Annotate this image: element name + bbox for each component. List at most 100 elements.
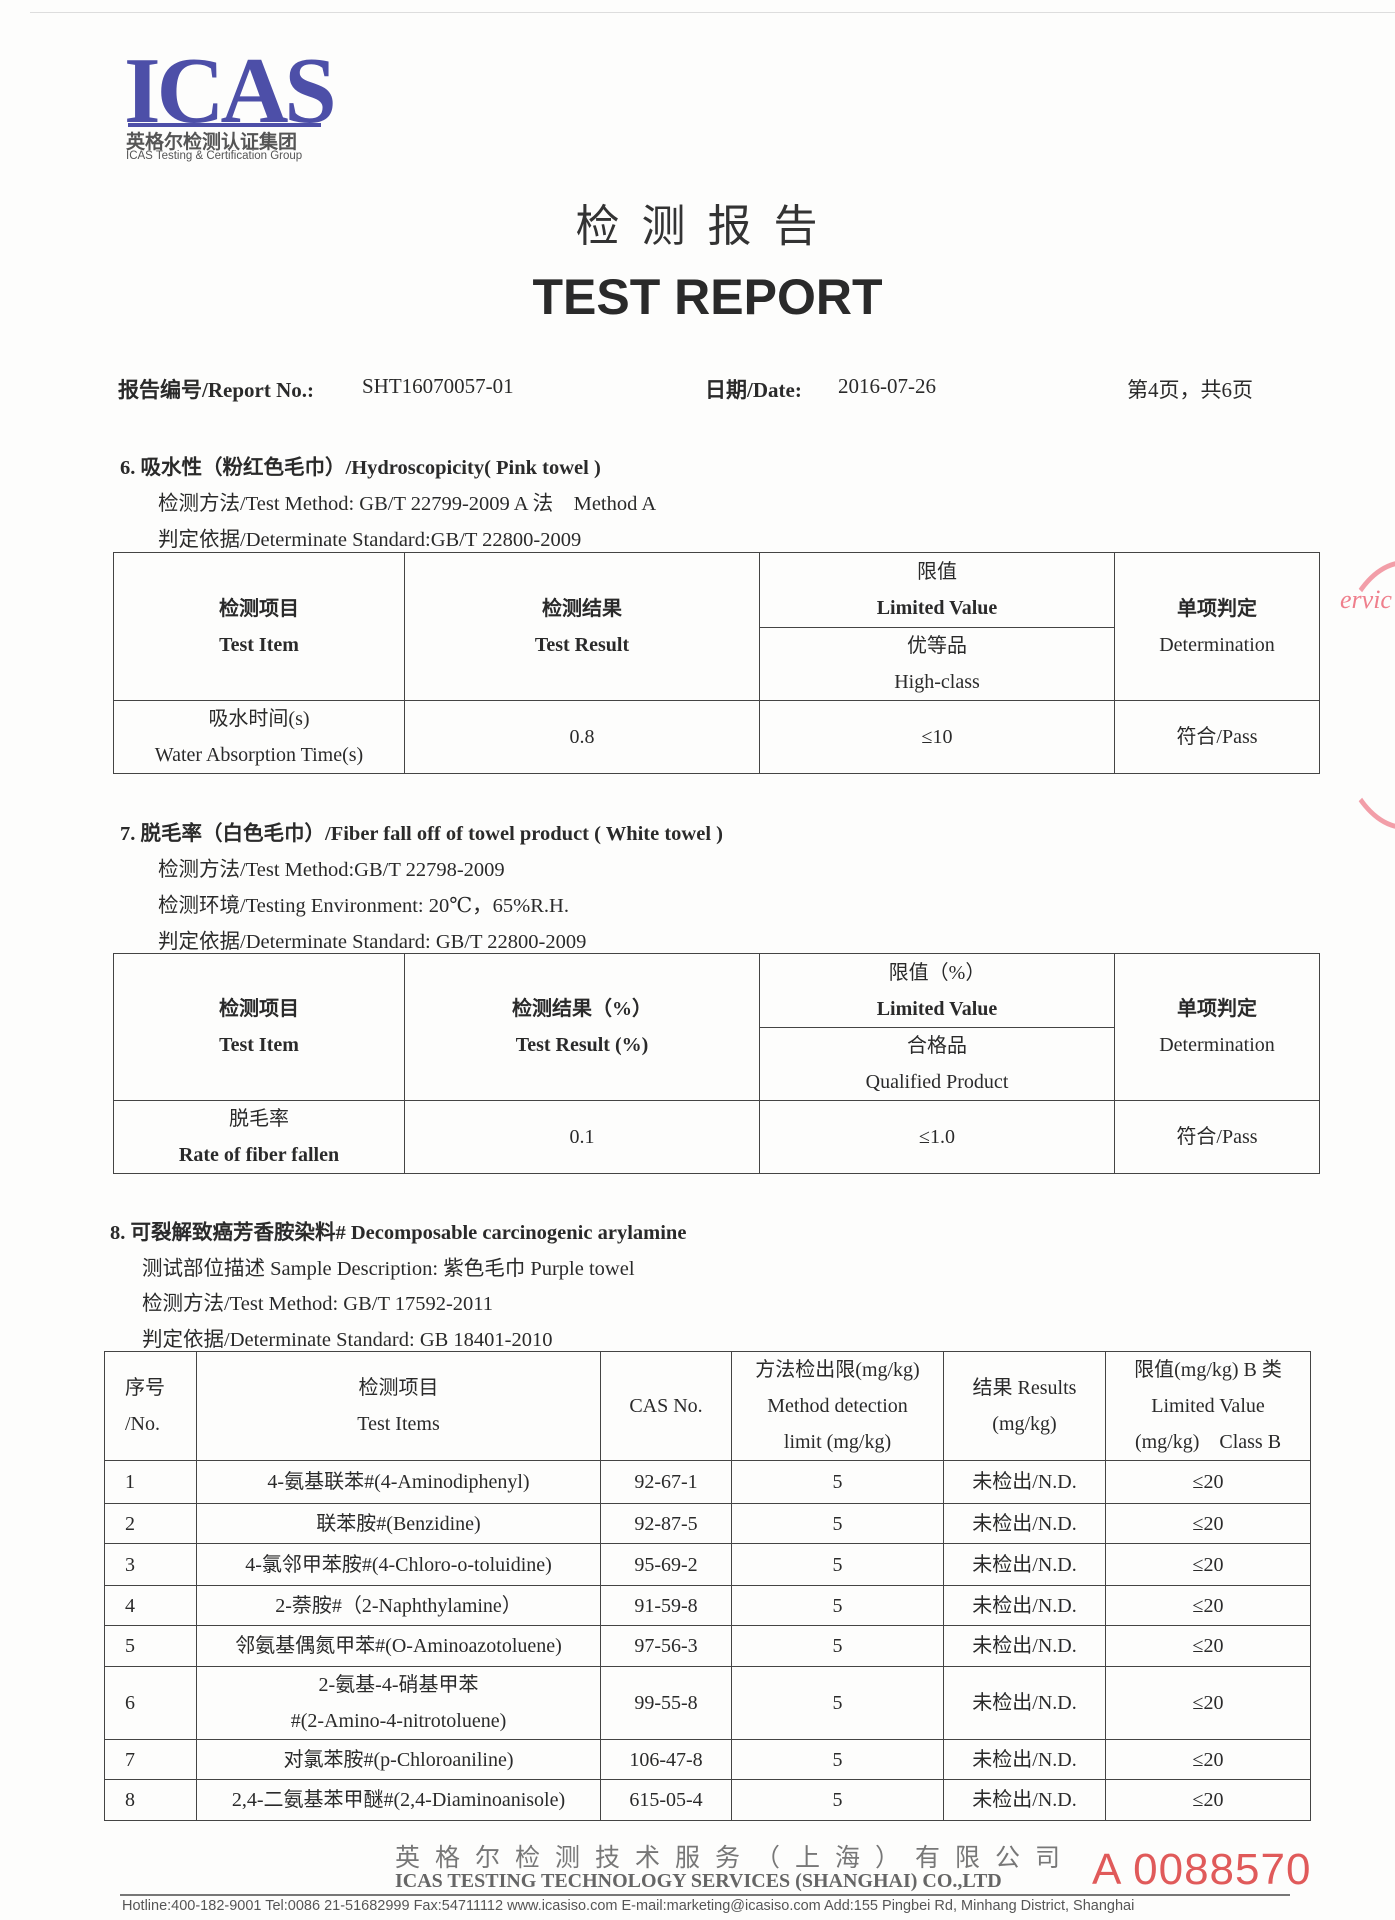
footer-company-cn: 英格尔检测技术服务（上海）有限公司 <box>395 1843 1076 1872</box>
header-grade: 合格品 Qualified Product <box>759 1027 1115 1101</box>
cell-detection-limit: 5 <box>731 1585 944 1626</box>
cell-test-item: 2,4-二氨基苯甲醚#(2,4-Diaminoanisole) <box>196 1779 601 1821</box>
table-row: 5 邻氨基偶氮甲苯#(O-Aminoazotoluene) 97-56-3 5 未检出/… <box>104 1625 1311 1667</box>
report-no: SHT16070057-01 <box>362 374 514 398</box>
cell-no: 5 <box>104 1625 197 1667</box>
cell-test-item: 4-氨基联苯#(4-Aminodiphenyl) <box>196 1460 601 1504</box>
table-row: 吸水时间(s) Water Absorption Time(s) 0.8 ≤10 … <box>113 700 1320 774</box>
header-results: 结果 Results (mg/kg) <box>943 1351 1106 1461</box>
header-limited-value: 限值(mg/kg) B 类 Limited Value (mg/kg) Class … <box>1105 1351 1311 1461</box>
header-determination: 单项判定 Determination <box>1114 953 1320 1101</box>
section7-environment: 检测环境/Testing Environment: 20℃，65%R.H. <box>158 895 569 917</box>
title-en: TEST REPORT <box>532 269 883 325</box>
section8-sample: 测试部位描述 Sample Description: 紫色毛巾 Purple t… <box>142 1258 635 1280</box>
cell-no: 1 <box>104 1460 197 1504</box>
table-row: 8 2,4-二氨基苯甲醚#(2,4-Diaminoanisole) 615-05-4… <box>104 1779 1311 1821</box>
cell-test-item: 对氯苯胺#(p-Chloroaniline) <box>196 1739 601 1780</box>
cell-detection-limit: 5 <box>731 1460 944 1504</box>
table-row: 4 2-萘胺#（2-Naphthylamine） 91-59-8 5 未检出/N.D. ≤… <box>104 1585 1311 1626</box>
logo-cn-text: 英格尔检测认证集团 <box>126 131 298 153</box>
cell-cas: 92-87-5 <box>600 1503 732 1544</box>
cell-item: 吸水时间(s) Water Absorption Time(s) <box>113 700 405 774</box>
table-row: 脱毛率 Rate of fiber fallen 0.1 ≤1.0 符合/Pass <box>113 1100 1320 1174</box>
header-grade: 优等品 High-class <box>759 627 1115 701</box>
cell-detection-limit: 5 <box>731 1666 944 1740</box>
date-label: 日期/Date: <box>705 378 802 402</box>
report-no-label: 报告编号/Report No.: <box>118 378 314 402</box>
cell-result: 未检出/N.D. <box>943 1779 1106 1821</box>
cell-no: 6 <box>104 1666 197 1740</box>
cell-no: 8 <box>104 1779 197 1821</box>
cell-test-item: 2-氨基-4-硝基甲苯 #(2-Amino-4-nitrotoluene) <box>196 1666 601 1740</box>
section6-standard: 判定依据/Determinate Standard:GB/T 22800-200… <box>158 529 582 551</box>
footer-contact: Hotline:400-182-9001 Tel:0086 21-5168299… <box>122 1898 1135 1914</box>
footer-rule <box>120 1894 1290 1896</box>
cell-detection-limit: 5 <box>731 1503 944 1544</box>
cell-test-item: 2-萘胺#（2-Naphthylamine） <box>196 1585 601 1626</box>
cell-no: 7 <box>104 1739 197 1780</box>
table-row: 6 2-氨基-4-硝基甲苯 #(2-Amino-4-nitrotoluene) 99-… <box>104 1666 1311 1740</box>
logo-en-text: ICAS Testing & Certification Group <box>126 150 303 162</box>
table-row: 2 联苯胺#(Benzidine) 92-87-5 5 未检出/N.D. ≤20 <box>104 1503 1311 1544</box>
cell-cas: 99-55-8 <box>600 1666 732 1740</box>
cell-result: 未检出/N.D. <box>943 1585 1106 1626</box>
section8-table: 序号/No. 检测项目 Test Items CAS No. 方法检出限(mg/k… <box>104 1351 1311 1821</box>
logo-underline <box>128 123 321 127</box>
cell-cas: 97-56-3 <box>600 1625 732 1667</box>
cell-limit: ≤20 <box>1105 1460 1311 1504</box>
header-limited-value: 限值 Limited Value <box>759 552 1115 628</box>
footer-company-en: ICAS TESTING TECHNOLOGY SERVICES (SHANGH… <box>395 1870 1002 1892</box>
cell-result: 未检出/N.D. <box>943 1625 1106 1667</box>
header-no: 序号/No. <box>104 1351 197 1461</box>
top-rule <box>30 12 1395 13</box>
section6-method: 检测方法/Test Method: GB/T 22799-2009 A 法 Me… <box>158 493 657 515</box>
header-test-result: 检测结果（%） Test Result (%) <box>404 953 760 1101</box>
page-number: 第4页，共6页 <box>1127 378 1253 402</box>
table-row: 7 对氯苯胺#(p-Chloroaniline) 106-47-8 5 未检出/N.D.… <box>104 1739 1311 1780</box>
header-cas: CAS No. <box>600 1351 732 1461</box>
cell-result: 未检出/N.D. <box>943 1503 1106 1544</box>
icas-logo: ICAS <box>124 39 337 143</box>
cell-item: 脱毛率 Rate of fiber fallen <box>113 1100 405 1174</box>
section6-table: 检测项目 Test Item 检测结果 Test Result 限值 Limited … <box>113 552 1320 774</box>
header-determination: 单项判定 Determination <box>1114 552 1320 701</box>
cell-result: 未检出/N.D. <box>943 1543 1106 1586</box>
cell-detection-limit: 5 <box>731 1779 944 1821</box>
cell-test-item: 联苯胺#(Benzidine) <box>196 1503 601 1544</box>
cell-test-item: 邻氨基偶氮甲苯#(O-Aminoazotoluene) <box>196 1625 601 1667</box>
cell-result: 未检出/N.D. <box>943 1460 1106 1504</box>
header-limited-value: 限值（%） Limited Value <box>759 953 1115 1028</box>
cell-limit: ≤20 <box>1105 1779 1311 1821</box>
section8-standard: 判定依据/Determinate Standard: GB 18401-2010 <box>142 1329 553 1351</box>
cell-limit: ≤20 <box>1105 1625 1311 1667</box>
cell-result: 0.8 <box>404 700 760 774</box>
header-test-item: 检测项目 Test Item <box>113 552 405 701</box>
cell-no: 4 <box>104 1585 197 1626</box>
cell-detection-limit: 5 <box>731 1739 944 1780</box>
section8-heading: 8. 可裂解致癌芳香胺染料# Decomposable carcinogenic… <box>110 1222 687 1244</box>
cell-detection-limit: 5 <box>731 1543 944 1586</box>
header-test-item: 检测项目 Test Item <box>113 953 405 1101</box>
cell-limit: ≤20 <box>1105 1739 1311 1780</box>
cell-cas: 95-69-2 <box>600 1543 732 1586</box>
cell-result: 未检出/N.D. <box>943 1666 1106 1740</box>
header-test-result: 检测结果 Test Result <box>404 552 760 701</box>
table-row: 1 4-氨基联苯#(4-Aminodiphenyl) 92-67-1 5 未检出/N.D… <box>104 1460 1311 1504</box>
cell-determination: 符合/Pass <box>1114 1100 1320 1174</box>
serial-number: A 0088570 <box>1092 1845 1312 1894</box>
cell-cas: 92-67-1 <box>600 1460 732 1504</box>
cell-result: 未检出/N.D. <box>943 1739 1106 1780</box>
section8-method: 检测方法/Test Method: GB/T 17592-2011 <box>142 1293 494 1315</box>
header-test-items: 检测项目 Test Items <box>196 1351 601 1461</box>
title-cn: 检测报告 <box>575 201 840 252</box>
cell-cas: 106-47-8 <box>600 1739 732 1780</box>
section7-standard: 判定依据/Determinate Standard: GB/T 22800-20… <box>158 931 587 953</box>
section7-method: 检测方法/Test Method:GB/T 22798-2009 <box>158 859 505 881</box>
cell-determination: 符合/Pass <box>1114 700 1320 774</box>
section6-heading: 6. 吸水性（粉红色毛巾）/Hydroscopicity( Pink towel… <box>120 457 601 479</box>
cell-no: 2 <box>104 1503 197 1544</box>
table-header-row: 序号/No. 检测项目 Test Items CAS No. 方法检出限(mg/k… <box>104 1351 1311 1461</box>
table-row: 3 4-氯邻甲苯胺#(4-Chloro-o-toluidine) 95-69-2 5 未… <box>104 1543 1311 1586</box>
cell-result: 0.1 <box>404 1100 760 1174</box>
